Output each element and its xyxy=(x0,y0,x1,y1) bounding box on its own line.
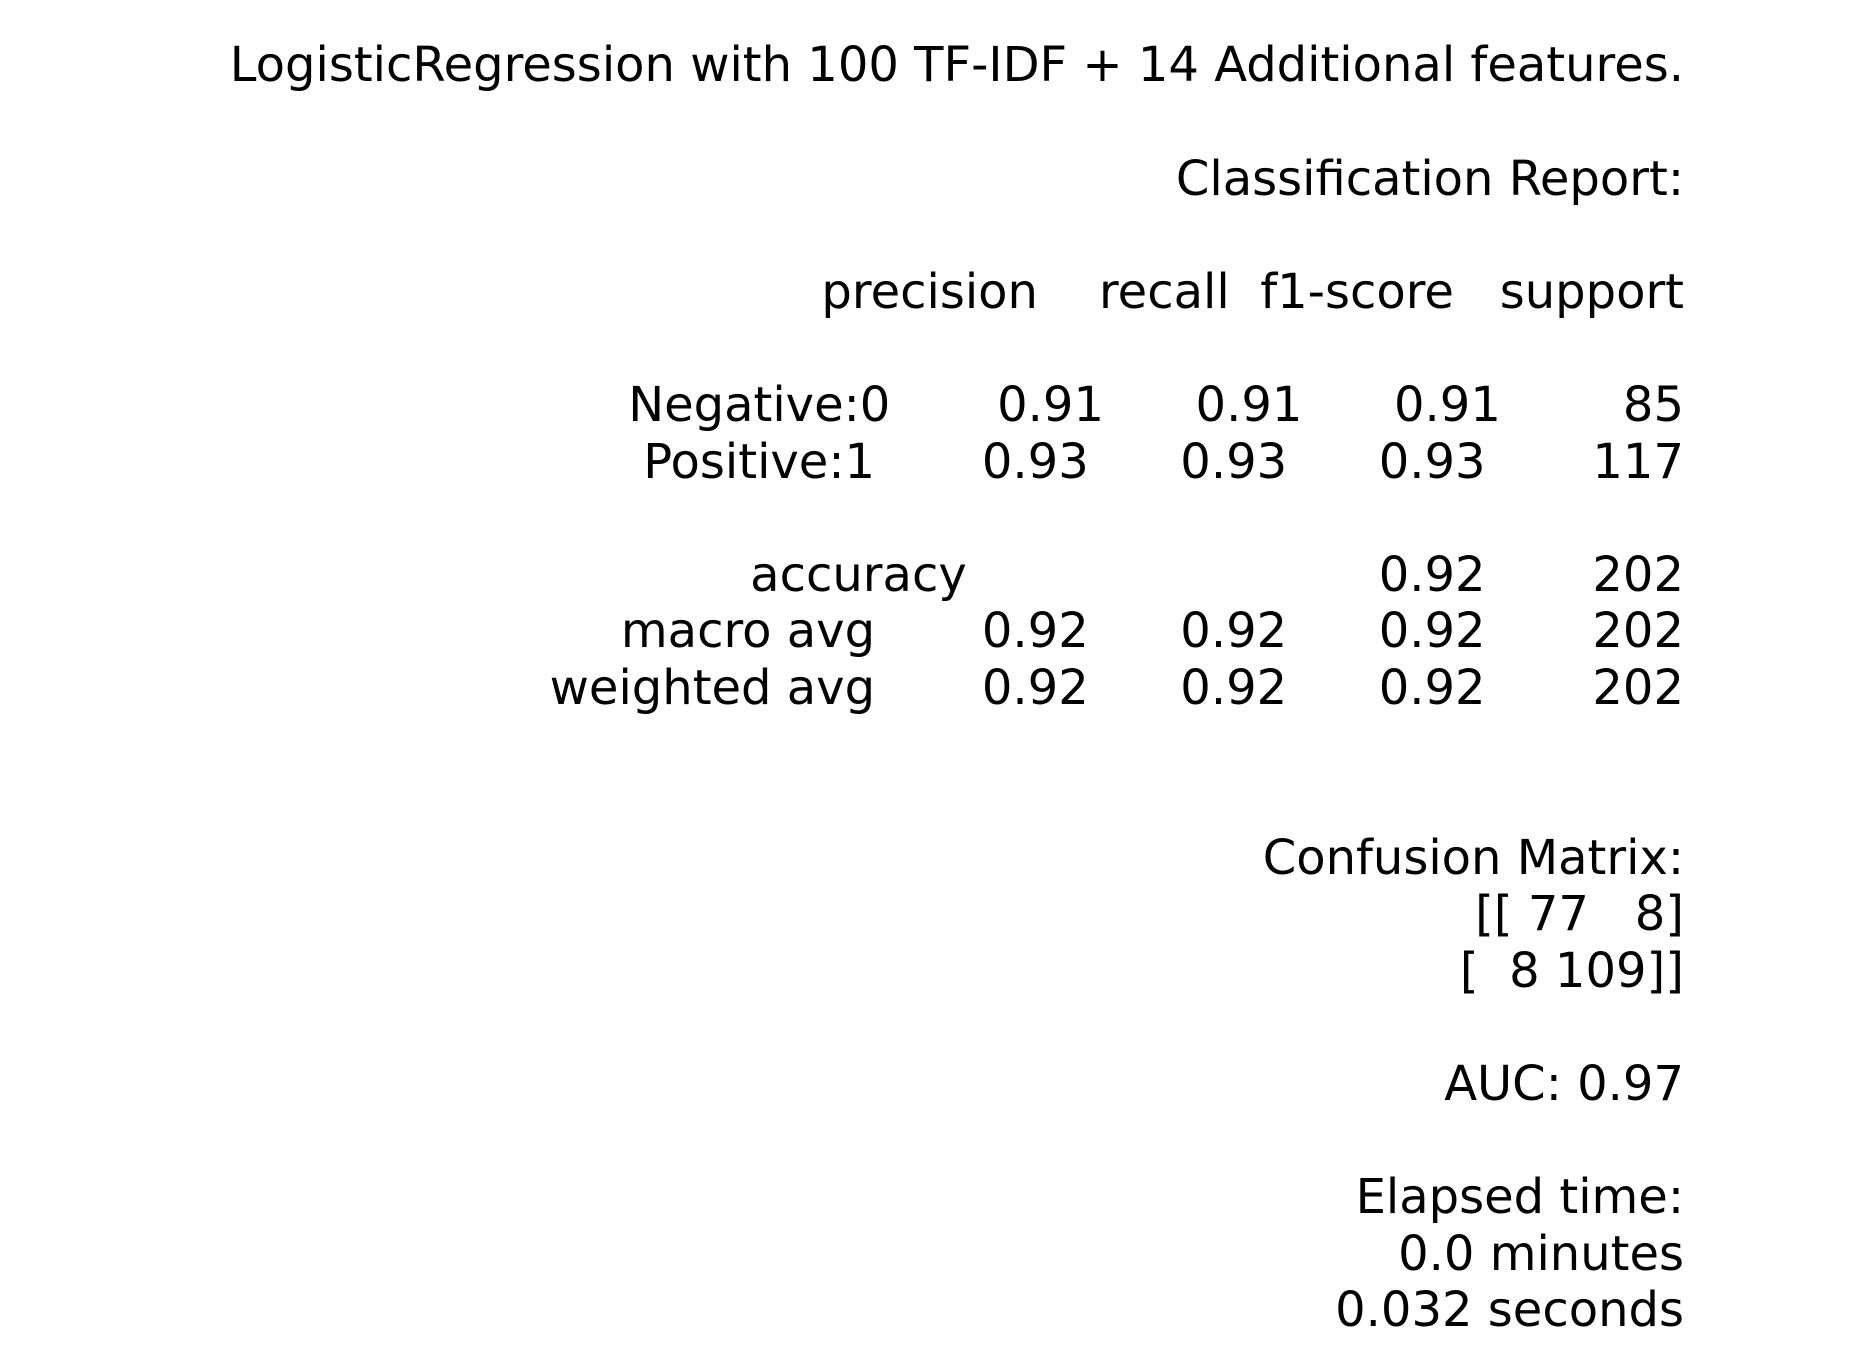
table-row-positive: Positive:1 0.93 0.93 0.93 117 xyxy=(643,434,1684,490)
table-header: precision recall f1-score support xyxy=(821,264,1684,320)
confusion-row-1: [ 8 109]] xyxy=(1459,943,1684,999)
table-row-negative: Negative:0 0.91 0.91 0.91 85 xyxy=(628,377,1684,433)
report-title: LogisticRegression with 100 TF-IDF + 14 … xyxy=(229,37,1684,93)
table-row-accuracy: accuracy 0.92 202 xyxy=(750,547,1684,603)
elapsed-minutes: 0.0 minutes xyxy=(1398,1226,1684,1282)
confusion-row-0: [[ 77 8] xyxy=(1475,886,1684,942)
table-row-weighted-avg: weighted avg 0.92 0.92 0.92 202 xyxy=(549,660,1684,716)
confusion-heading: Confusion Matrix: xyxy=(1262,830,1684,886)
table-row-macro-avg: macro avg 0.92 0.92 0.92 202 xyxy=(620,603,1684,659)
elapsed-heading: Elapsed time: xyxy=(1355,1169,1684,1225)
elapsed-seconds: 0.032 seconds xyxy=(1335,1282,1684,1338)
auc-value: AUC: 0.97 xyxy=(1444,1056,1684,1112)
classification-heading: Classification Report: xyxy=(1175,151,1684,207)
